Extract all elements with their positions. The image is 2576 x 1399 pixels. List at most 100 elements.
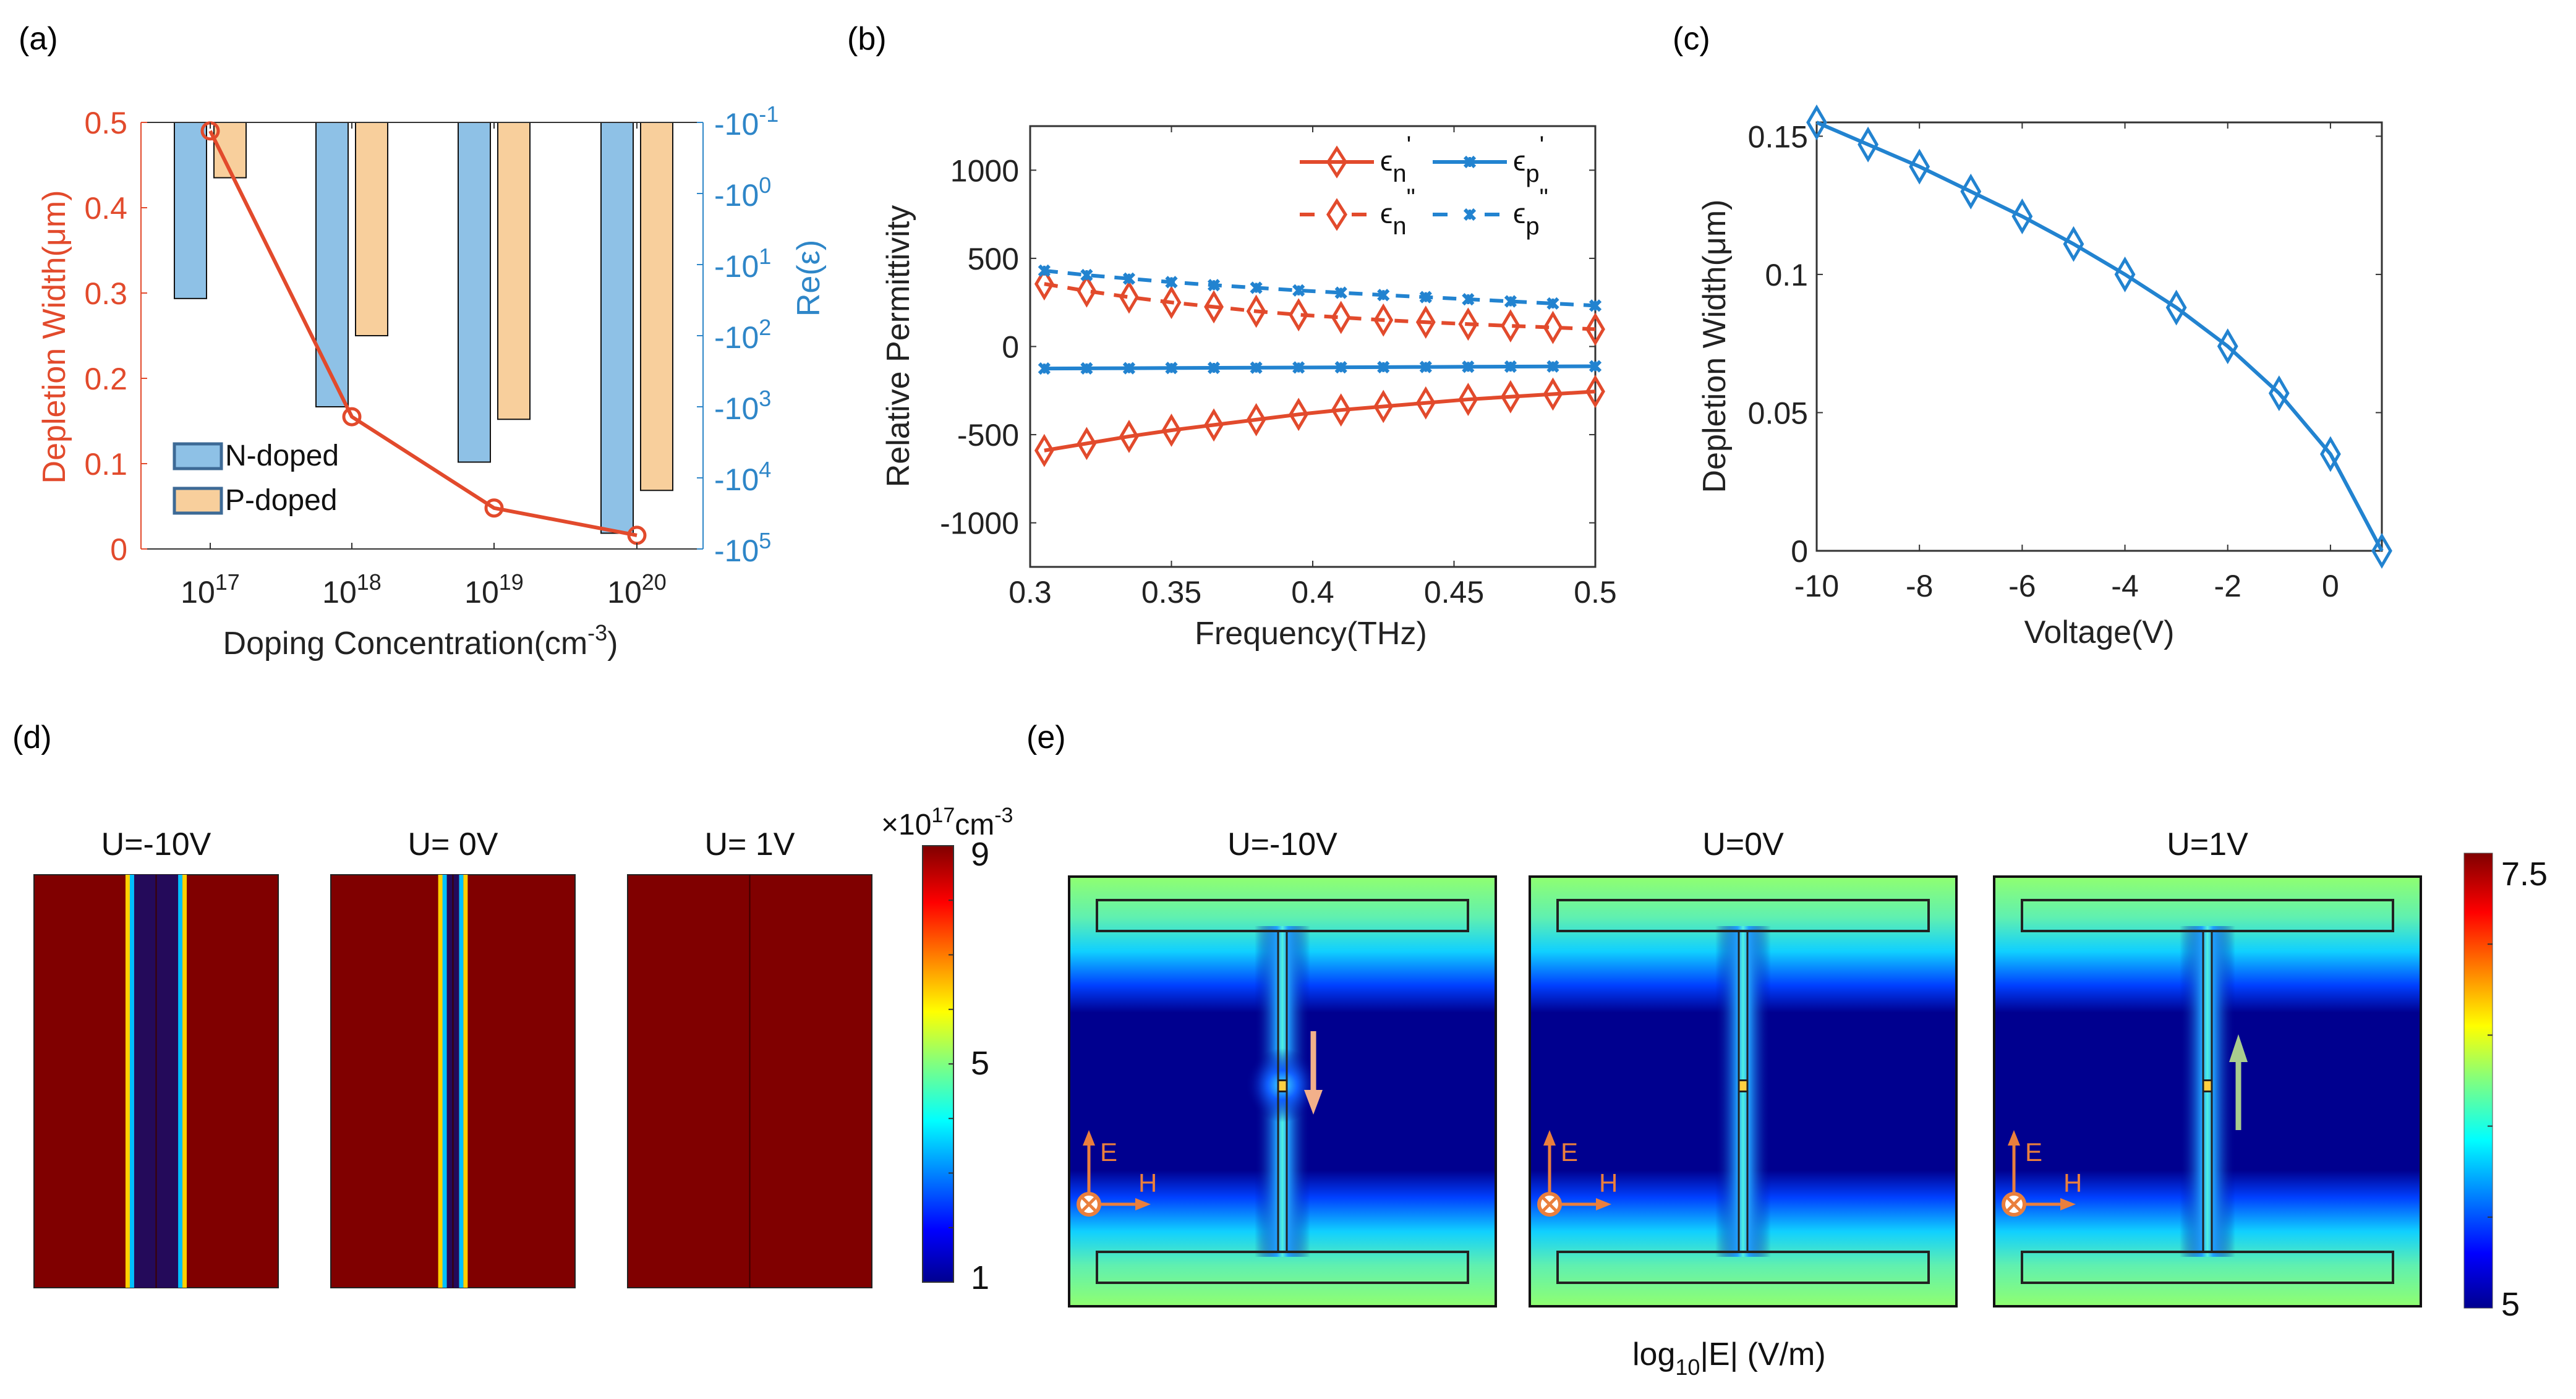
data-point bbox=[1038, 362, 1051, 375]
legend-label-p-doped: P-doped bbox=[225, 484, 337, 517]
tick-label-x: 0.5 bbox=[1574, 575, 1617, 610]
panel-e-colorbar bbox=[2463, 853, 2493, 1309]
tick-label-y: -500 bbox=[957, 418, 1019, 453]
tick-label-x: 0.35 bbox=[1141, 575, 1201, 610]
h-arrow-head bbox=[1596, 1198, 1611, 1210]
transition-edge bbox=[442, 875, 447, 1288]
data-point bbox=[1909, 148, 1930, 185]
tick-label-right: -101 bbox=[714, 244, 771, 284]
data-point bbox=[1331, 300, 1351, 334]
data-point bbox=[1546, 297, 1559, 310]
arrow-head bbox=[2229, 1034, 2248, 1062]
panel-label-d: (d) bbox=[12, 720, 52, 755]
panel-d-colorbar-unit: ×1017cm-3 bbox=[881, 804, 1013, 841]
data-point bbox=[1377, 289, 1390, 302]
data-point bbox=[1585, 312, 1605, 346]
tick-label-right: -103 bbox=[714, 386, 771, 426]
field-map-1: U=-10V EH bbox=[1068, 827, 1497, 1308]
data-point bbox=[1292, 284, 1305, 297]
data-point bbox=[1504, 295, 1517, 308]
legend-label-n-doped: N-doped bbox=[225, 440, 339, 472]
data-point bbox=[1161, 414, 1182, 447]
data-point bbox=[1373, 389, 1394, 423]
data-point bbox=[1500, 309, 1520, 343]
data-point bbox=[2268, 375, 2290, 412]
tick-label-x: -2 bbox=[2214, 569, 2241, 603]
data-point bbox=[1122, 272, 1136, 285]
data-point bbox=[1207, 361, 1221, 375]
data-point bbox=[1077, 427, 1097, 461]
e-arrow-head bbox=[2008, 1130, 2020, 1146]
data-point bbox=[1119, 420, 1139, 453]
panel-d-colorbar-mid: 5 bbox=[971, 1045, 989, 1082]
series-p-imag bbox=[1038, 264, 1602, 312]
cross-stroke bbox=[1081, 1197, 1096, 1212]
tick-label-left: 0.2 bbox=[84, 362, 127, 396]
data-point bbox=[2063, 226, 2084, 262]
panel-d-colorbar-min: 1 bbox=[971, 1259, 989, 1296]
legend-swatch-n-doped bbox=[173, 442, 223, 470]
h-arrow-head bbox=[1135, 1198, 1151, 1210]
series-n-real bbox=[1034, 375, 1605, 467]
data-point bbox=[1458, 307, 1478, 341]
panel-a-ylabel-left: Depletion Width(μm) bbox=[36, 190, 72, 484]
cross-stroke bbox=[2007, 1197, 2021, 1212]
data-point bbox=[1373, 303, 1394, 337]
tick-label-right: -10-1 bbox=[714, 101, 778, 142]
depletion-point bbox=[484, 498, 504, 518]
data-point bbox=[1289, 298, 1309, 332]
panel-label-c: (c) bbox=[1673, 21, 1710, 57]
data-point bbox=[1589, 299, 1602, 312]
gap-junction bbox=[1277, 1079, 1288, 1092]
legend-label: ϵp" bbox=[1513, 184, 1548, 240]
data-point bbox=[1331, 393, 1351, 427]
tick-label-left: 0.4 bbox=[84, 191, 127, 226]
bar-p-doped bbox=[640, 122, 673, 491]
cross-stroke bbox=[1542, 1197, 1557, 1212]
tick-label-right: -102 bbox=[714, 315, 771, 355]
tick-label-left: 0.1 bbox=[84, 447, 127, 482]
bar-p-doped bbox=[355, 122, 388, 336]
bar-n-doped bbox=[458, 122, 491, 463]
tick-label-x: 1020 bbox=[607, 569, 667, 610]
e-field-label: E bbox=[2025, 1137, 2042, 1167]
subplot-title: U=-10V bbox=[101, 827, 211, 862]
data-point bbox=[1080, 362, 1093, 375]
data-point bbox=[1543, 310, 1563, 344]
tick-label-right: -105 bbox=[714, 528, 771, 568]
panel-a-legend: N-doped P-doped bbox=[173, 440, 339, 517]
tick-label-right: -104 bbox=[714, 457, 771, 497]
tick-label-y: -1000 bbox=[940, 506, 1019, 541]
depletion-line bbox=[208, 130, 638, 537]
panel-c-xlabel: Voltage(V) bbox=[2024, 614, 2175, 650]
panel-d-heatmaps: U=-10V U= 0V U= 1V ×1017cm-3 9 5 1 bbox=[33, 804, 1013, 1296]
data-point bbox=[1161, 286, 1182, 320]
tick-label-y: 1000 bbox=[950, 153, 1019, 188]
legend-label: ϵn" bbox=[1380, 184, 1415, 240]
panel-d-colorbar bbox=[922, 845, 954, 1283]
data-point bbox=[1504, 360, 1517, 373]
data-point bbox=[1419, 291, 1432, 304]
series-p-real bbox=[1038, 360, 1602, 375]
h-field-label: H bbox=[2063, 1168, 2082, 1197]
bar-n-doped bbox=[600, 122, 634, 534]
legend-label: ϵp' bbox=[1513, 132, 1544, 187]
data-point bbox=[1250, 361, 1263, 374]
h-field-label: H bbox=[1138, 1168, 1157, 1197]
data-point bbox=[1119, 280, 1139, 314]
carrier-map-2: U= 0V bbox=[330, 827, 576, 1288]
subplot-title: U= 0V bbox=[408, 827, 498, 862]
data-point bbox=[2371, 533, 2392, 569]
subplot-title: U=1V bbox=[2167, 827, 2248, 862]
transition-edge bbox=[178, 875, 183, 1288]
field-map-2: U=0V EH bbox=[1529, 827, 1958, 1308]
panel-a-chart: 0 0.1 0.2 0.3 0.4 0.5 -10-1 -100 -101 -102 -103 -1… bbox=[36, 101, 827, 661]
map-frame bbox=[1529, 875, 1958, 1308]
bar-n-doped bbox=[315, 122, 349, 407]
data-point bbox=[1250, 281, 1263, 294]
h-field-label: H bbox=[1599, 1168, 1618, 1197]
panel-a-ylabel-right: Re(ε) bbox=[791, 240, 827, 317]
data-point bbox=[1204, 408, 1224, 442]
tick-label-x: 1017 bbox=[181, 569, 240, 610]
